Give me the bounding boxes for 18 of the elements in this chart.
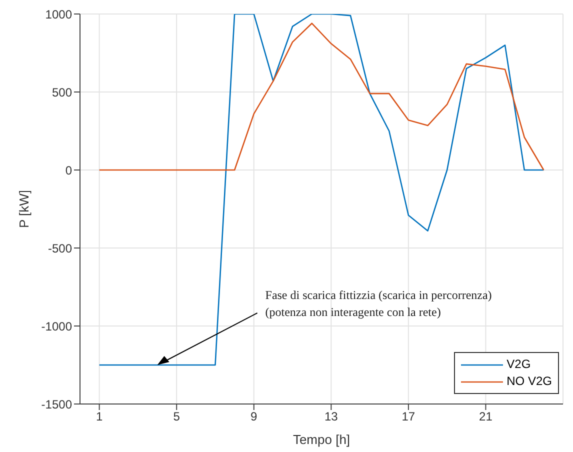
x-tick-label: 9 [250, 410, 258, 424]
y-tick-label: 0 [65, 163, 72, 178]
y-tick-label: -1500 [41, 397, 72, 412]
x-tick-label: 13 [324, 410, 338, 424]
x-tick-label: 21 [479, 410, 493, 424]
y-tick-label: 500 [52, 85, 72, 100]
y-axis-title: P [kW] [16, 190, 32, 228]
legend-label: V2G [506, 356, 531, 373]
y-tick-label: -1000 [41, 319, 72, 334]
legend-label: NO V2G [506, 373, 552, 390]
x-tick-label: 5 [173, 410, 180, 424]
y-tick-label: 1000 [45, 7, 72, 22]
line-series [98, 22, 544, 171]
x-tick-label: 1 [96, 410, 103, 424]
y-tick-label: -500 [48, 241, 72, 256]
annotation: Fase di scarica fittizzia (scarica in percorrenza) (potenza non interagente con la rete) [265, 288, 492, 319]
x-tick-label: 17 [402, 410, 416, 424]
x-axis-title: Tempo [h] [292, 432, 350, 447]
